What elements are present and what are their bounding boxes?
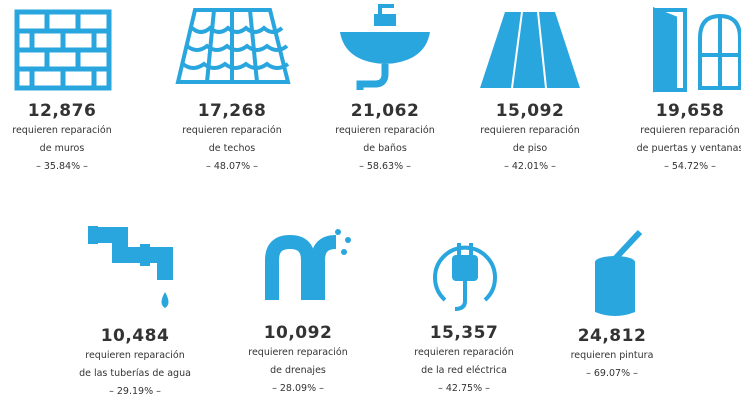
stat-item: 17,268 requieren reparación de techos – 48.… xyxy=(132,100,332,176)
stat-item: 19,658 requieren reparación de puertas y v… xyxy=(590,100,741,176)
stat-label: de las tuberías de agua xyxy=(79,368,191,379)
stat-number: 10,484 xyxy=(100,326,170,346)
icon-sink xyxy=(340,4,430,90)
icon-door-window xyxy=(653,7,741,93)
stat-percent: – 58.63% – xyxy=(359,161,411,172)
stat-label: de piso xyxy=(512,143,548,154)
stat-number: 19,658 xyxy=(655,101,725,121)
stat-label: requieren reparación xyxy=(248,347,348,358)
stat-percent: – 42.01% – xyxy=(504,161,556,172)
stat-label: requieren reparación xyxy=(335,125,435,136)
stat-label: requieren reparación xyxy=(480,125,580,136)
stat-percent: – 54.72% – xyxy=(664,161,716,172)
icon-pipe xyxy=(88,226,173,308)
stat-label: de puertas y ventanas xyxy=(636,143,741,154)
stat-label: de la red eléctrica xyxy=(421,365,507,376)
icon-drain xyxy=(265,229,351,300)
stat-item: 10,092 requieren reparación de drenajes – 2… xyxy=(198,322,398,398)
stat-number: 15,357 xyxy=(429,323,499,343)
stat-percent: – 69.07% – xyxy=(586,368,638,379)
stat-number: 10,092 xyxy=(263,323,333,343)
stat-percent: – 48.07% – xyxy=(206,161,258,172)
stat-label: requieren reparación xyxy=(182,125,282,136)
stat-number: 17,268 xyxy=(197,101,267,121)
stat-label: de baños xyxy=(363,143,407,154)
stat-item: 21,062 requieren reparación de baños – 58.6… xyxy=(285,100,485,176)
stat-item: 15,357 requieren reparación de la red eléc… xyxy=(364,322,564,398)
stat-percent: – 29.19% – xyxy=(109,386,161,397)
stat-label: requieren reparación xyxy=(640,125,740,136)
icon-roof xyxy=(175,8,291,84)
stat-label: requieren reparación xyxy=(85,350,185,361)
stat-percent: – 35.84% – xyxy=(36,161,88,172)
icon-floor xyxy=(480,11,580,89)
stat-label: de techos xyxy=(208,143,256,154)
stat-percent: – 28.09% – xyxy=(272,383,324,394)
stat-number: 15,092 xyxy=(495,101,565,121)
stat-item: 15,092 requieren reparación de piso – 42.01… xyxy=(430,100,630,176)
stat-item: 10,484 requieren reparación de las tubería… xyxy=(35,325,235,401)
stat-label: requieren reparación xyxy=(12,125,112,136)
stat-label: requieren pintura xyxy=(570,350,654,361)
stat-item: 12,876 requieren reparación de muros – 35.8… xyxy=(0,100,162,176)
stat-label: de muros xyxy=(39,143,85,154)
icon-plug xyxy=(433,243,497,311)
icon-wall xyxy=(14,9,112,91)
stat-label: requieren reparación xyxy=(414,347,514,358)
stat-number: 21,062 xyxy=(350,101,420,121)
stat-item: 24,812 requieren pintura – 69.07% – xyxy=(512,325,712,383)
stat-percent: – 42.75% – xyxy=(438,383,490,394)
stat-number: 12,876 xyxy=(27,101,97,121)
icon-paint xyxy=(595,229,643,316)
stat-number: 24,812 xyxy=(577,326,647,346)
stat-label: de drenajes xyxy=(270,365,326,376)
